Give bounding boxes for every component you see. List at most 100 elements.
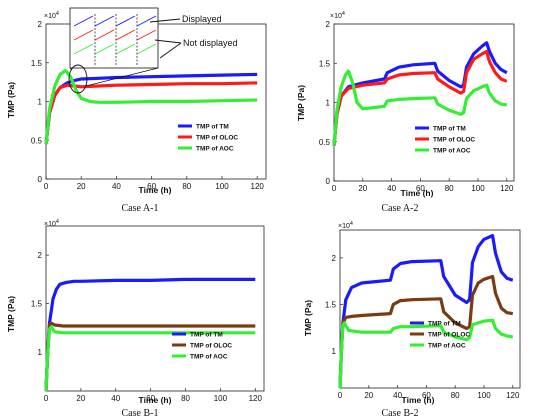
y-tick-label: 1.5 [319,59,331,68]
legend-label: TMP of TM [433,126,466,133]
annotation-not-displayed: Not displayed [183,38,238,48]
panel-case-a-1: TMP (Pa) Time (h) Case A-1 ×104 0 20 40 60 8… [6,11,267,214]
annotation-arrow [149,18,181,23]
x-tick-label: 80 [445,184,454,193]
legend: TMP of TM TMP of OLOC TMP of AOC [415,126,475,155]
series-line [332,49,508,146]
legend: TMP of TM TMP of OLOC TMP of AOC [178,124,238,153]
axis-exponent: ×104 [338,221,353,230]
exponent-base: ×10 [330,13,342,20]
annotation-arrow [159,42,182,59]
series-line [338,234,514,389]
inset-sawtooth [73,29,157,41]
legend-label: TMP of AOC [196,146,234,153]
x-axis-label: Time (h) [139,185,172,195]
x-tick-label: 80 [182,182,191,191]
inset-sawtooth [73,43,157,55]
zoom-ellipse [68,64,88,94]
y-tick-label: 2 [332,254,337,263]
x-axis-label: Time (h) [401,188,434,198]
axis-exponent: ×104 [44,219,59,228]
series-line [44,68,258,145]
legend-label: TMP of AOC [190,354,228,361]
x-tick-label: 120 [251,182,265,191]
x-tick-label: 40 [393,391,402,400]
panel-case-a-2: TMP (Pa) Time (h) Case A-2 ×104 0 20 40 60 8… [296,11,515,214]
x-tick-label: 20 [358,184,367,193]
series-line [338,318,514,389]
y-tick-label: 1.5 [325,300,337,309]
x-tick-label: 120 [249,394,263,403]
x-tick-label: 60 [422,391,431,400]
x-tick-label: 120 [506,391,520,400]
x-tick-label: 40 [112,182,121,191]
y-axis-label: TMP (Pa) [6,82,16,118]
x-tick-label: 20 [364,391,373,400]
y-tick-label: 1 [38,348,43,357]
x-tick-label: 100 [477,391,491,400]
y-tick-label: 1 [38,98,43,107]
legend-label: TMP of OLOC [190,343,232,350]
y-tick-label: 2 [38,251,43,260]
y-axis-label: TMP (Pa) [303,300,313,336]
x-tick-label: 80 [181,394,190,403]
x-tick-label: 20 [77,182,86,191]
panel-caption: Case A-1 [122,203,159,214]
x-tick-label: 100 [471,184,485,193]
series-line [332,69,508,146]
y-tick-label: 0 [326,177,331,186]
legend-label: TMP of TM [190,332,223,339]
axis-exponent: ×104 [44,11,59,20]
exponent-power: 4 [56,11,59,17]
y-tick-label: 1.5 [31,59,43,68]
plot-frame [339,229,521,389]
x-tick-label: 60 [147,182,156,191]
series-line [44,277,256,392]
legend-label: TMP of TM [196,124,229,131]
legend-label: TMP of OLOC [433,137,475,144]
x-tick-label: 0 [44,182,49,191]
inset-sawtooth [73,15,157,27]
y-axis-label: TMP (Pa) [6,296,16,332]
x-tick-label: 100 [214,394,228,403]
legend-label: TMP of OLOC [196,135,238,142]
x-tick-label: 0 [44,394,49,403]
legend-label: TMP of TM [428,321,461,328]
zoom-connector [69,67,73,71]
legend-label: TMP of OLOC [428,332,470,339]
panel-case-b-2: TMP (Pa) Time (h) Case B-2 ×104 0 20 40 60 8… [303,221,521,418]
x-tick-label: 40 [387,184,396,193]
x-tick-label: 100 [215,182,229,191]
panel-caption: Case A-2 [382,203,419,214]
annotation-arrow [154,39,182,44]
y-tick-label: 1.5 [31,300,43,309]
y-tick-label: 1 [326,99,331,108]
exponent-power: 4 [350,221,353,227]
legend: TMP of TM TMP of OLOC TMP of AOC [410,321,470,350]
legend-label: TMP of AOC [428,343,466,350]
x-tick-label: 0 [338,391,343,400]
series-line [44,325,256,392]
plot-frame [45,225,265,392]
inset-frame [69,7,159,69]
x-tick-label: 80 [451,391,460,400]
panel-case-b-1: TMP (Pa) Time (h) Case B-1 ×104 0 20 40 60 8… [6,219,265,418]
x-tick-label: 120 [500,184,514,193]
exponent-base: ×10 [338,223,350,230]
y-tick-label: 2 [326,20,331,29]
x-tick-label: 60 [146,394,155,403]
y-tick-label: 1 [332,347,337,356]
panel-caption: Case B-1 [122,408,159,418]
legend: TMP of TM TMP of OLOC TMP of AOC [172,332,232,361]
exponent-power: 4 [342,11,345,17]
series-line [44,81,258,145]
y-tick-label: 0 [38,175,43,184]
zoom-inset: Displayed Not displayed [68,7,238,94]
y-axis-label: TMP (Pa) [296,85,306,121]
x-tick-label: 60 [416,184,425,193]
axis-exponent: ×104 [330,11,345,20]
x-tick-label: 20 [76,394,85,403]
series-line [332,41,508,146]
y-tick-label: 0.5 [31,136,43,145]
